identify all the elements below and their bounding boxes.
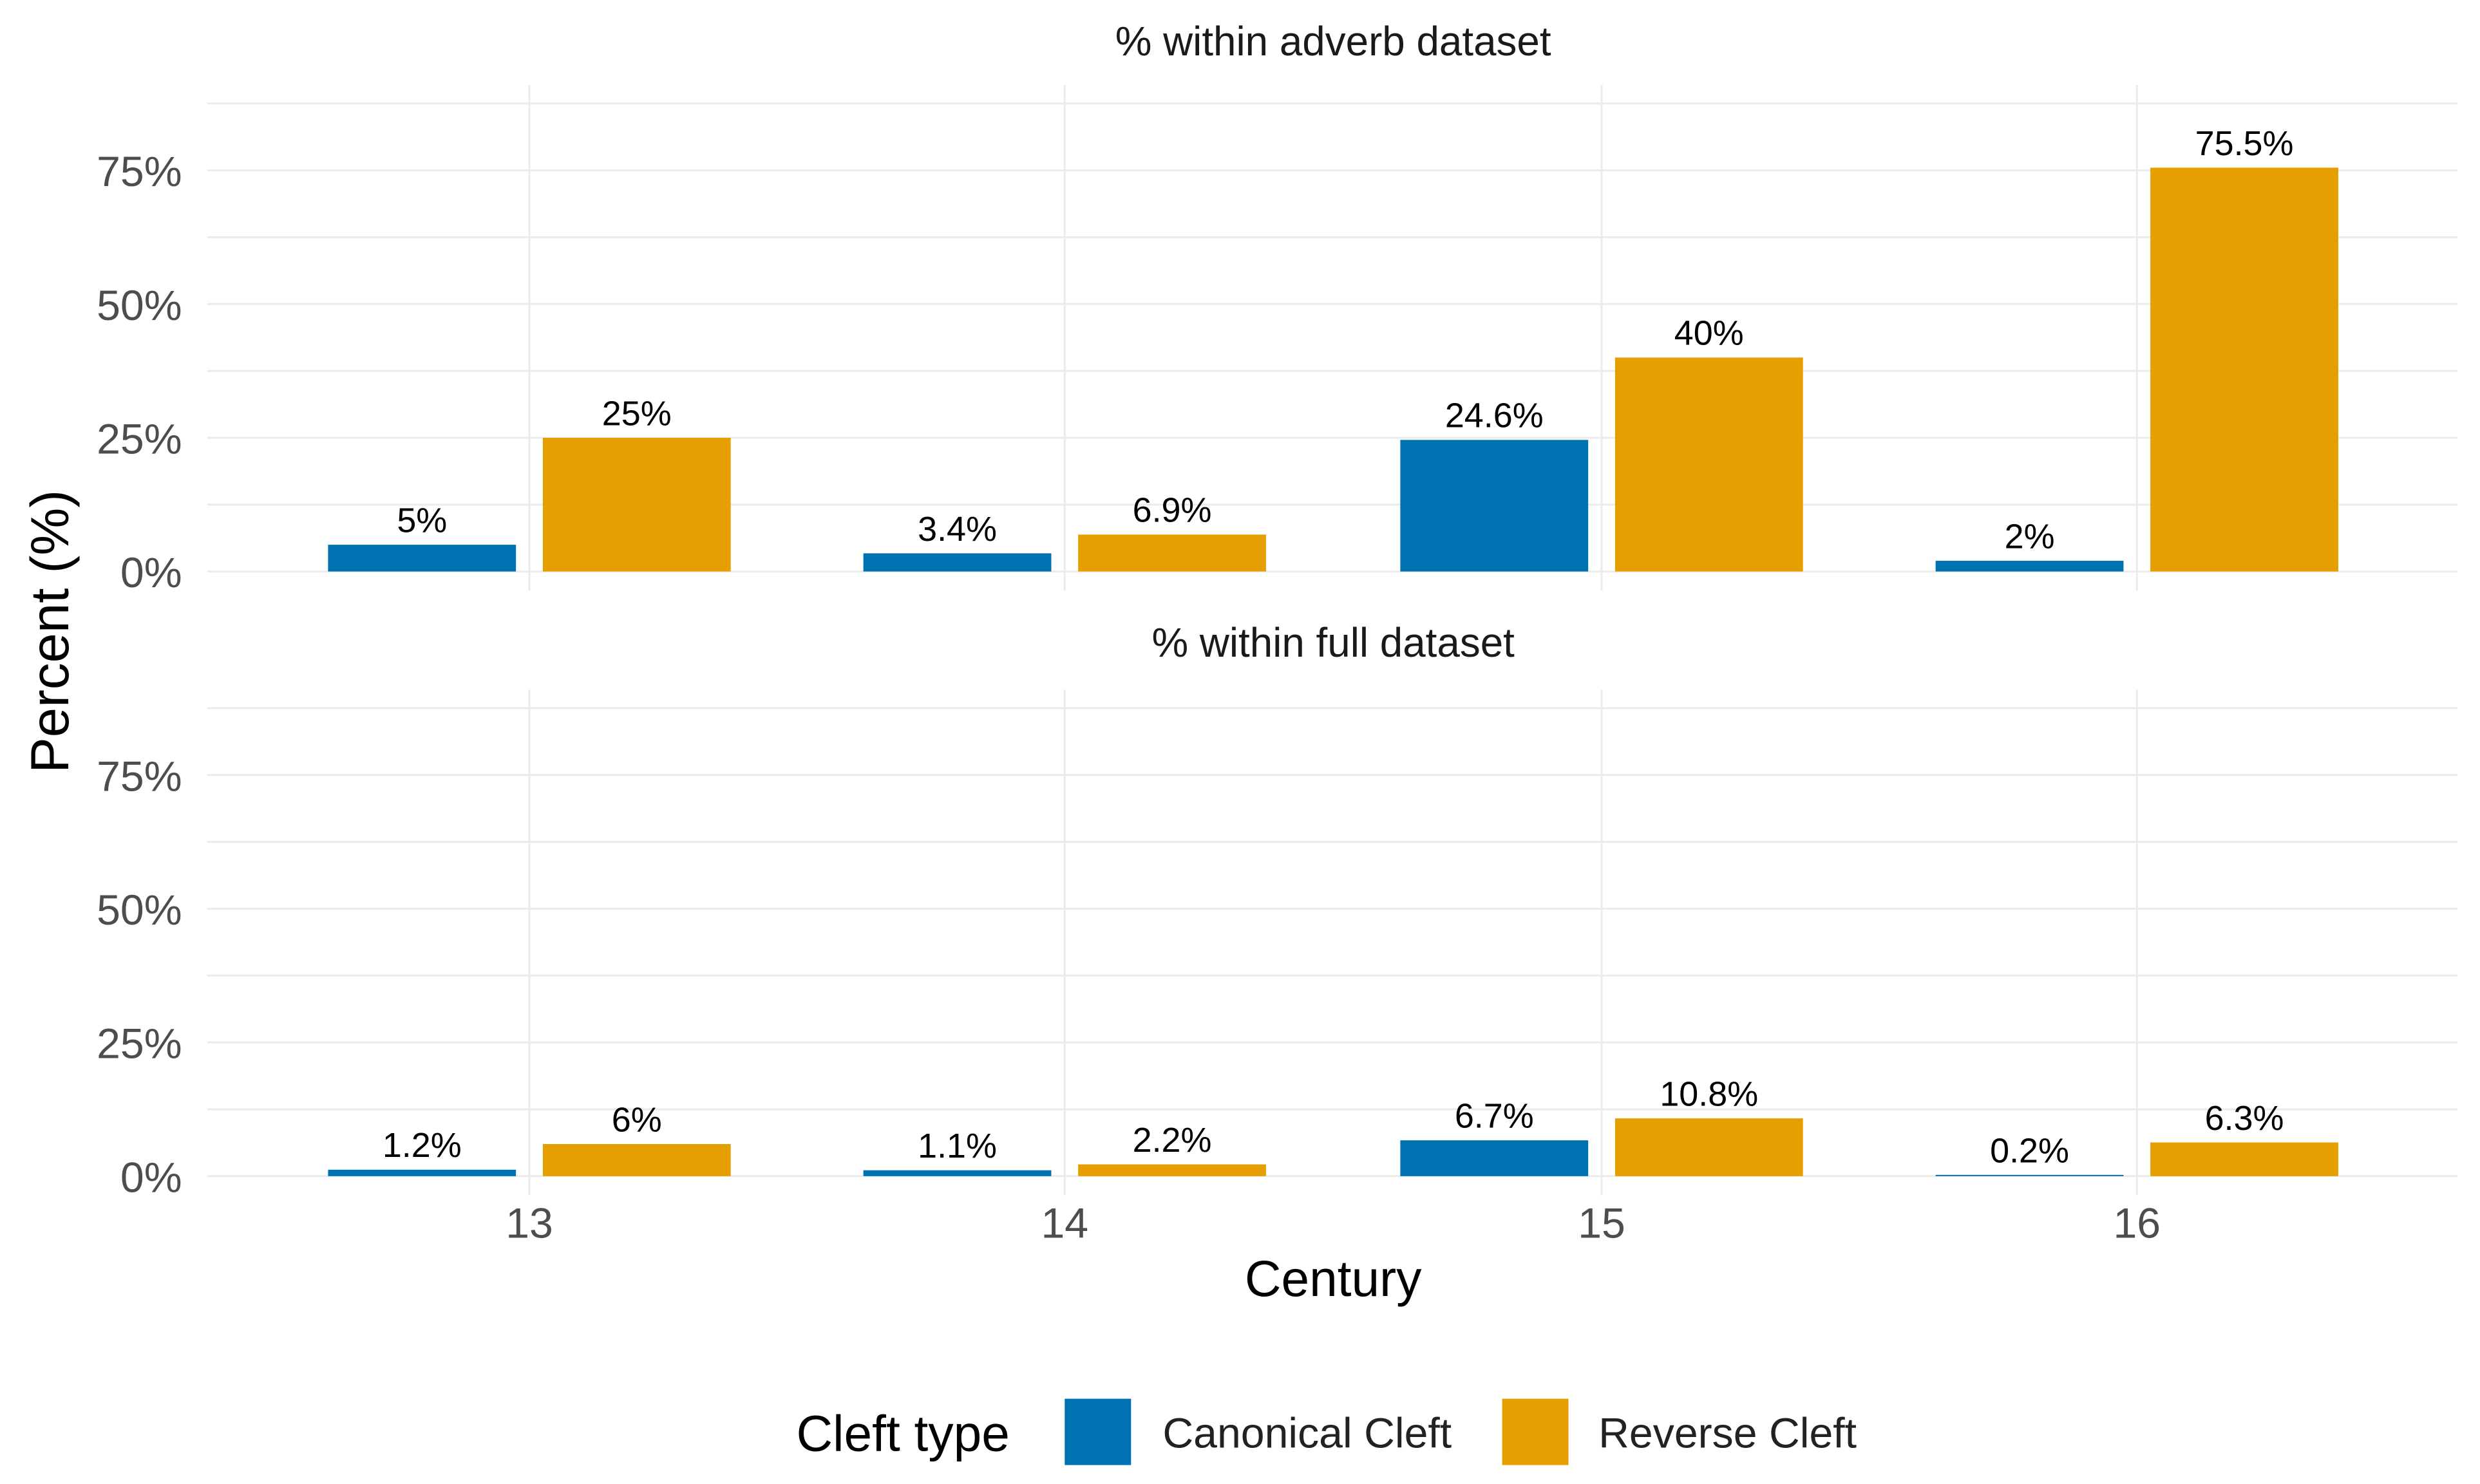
x-axis-label: Century [1245,1250,1422,1307]
bar-canonical-cleft [1935,561,2124,572]
bar-reverse-cleft [542,437,731,572]
panel-title: % within adverb dataset [1115,18,1551,64]
bar-reverse-cleft [1078,534,1266,572]
y-tick-label: 75% [97,753,182,800]
bar-value-label: 24.6% [1445,397,1544,435]
y-tick-label: 25% [97,1020,182,1068]
bar-canonical-cleft [328,545,516,572]
bar-value-label: 6% [612,1100,662,1139]
legend-swatch-reverse [1502,1398,1569,1465]
x-tick-label: 13 [506,1199,553,1247]
bar-canonical-cleft [1400,1140,1589,1176]
bar-canonical-cleft [1935,1174,2124,1176]
x-tick-label: 15 [1578,1199,1625,1247]
y-tick-label: 0% [120,549,182,597]
panel-title: % within full dataset [1151,619,1515,666]
bar-value-label: 75.5% [2195,124,2294,163]
bar-canonical-cleft [863,553,1052,572]
bar-value-label: 6.7% [1455,1097,1534,1136]
x-tick-label: 14 [1041,1199,1089,1247]
legend-swatch-canonical [1065,1398,1131,1465]
bar-value-label: 40% [1674,314,1744,353]
bar-reverse-cleft [1614,357,1803,572]
bar-reverse-cleft [2150,167,2338,572]
bar-value-label: 2.2% [1133,1121,1212,1160]
y-tick-label: 50% [97,282,182,330]
bar-reverse-cleft [1614,1118,1803,1176]
bar-value-label: 0.2% [1990,1131,2069,1170]
legend: Cleft type Canonical Cleft Reverse Cleft [796,1398,1857,1465]
legend-label-reverse: Reverse Cleft [1598,1410,1857,1458]
panel-2: 0% 25% 50% 75% % within full dataset 1.2% 1.1%… [97,619,2458,1247]
panel-1: 0% 25% 50% 75% % within adverb dataset 5% 3.4%… [97,18,2458,597]
y-tick-label: 75% [97,148,182,196]
bar-value-label: 1.2% [383,1126,462,1165]
bar-reverse-cleft [1078,1164,1266,1176]
bar-value-label: 25% [602,394,672,433]
legend-label-canonical: Canonical Cleft [1162,1410,1452,1458]
y-tick-label: 0% [120,1154,182,1201]
bar-canonical-cleft [328,1169,516,1176]
y-axis-label: Percent (%) [20,490,80,773]
bar-reverse-cleft [542,1143,731,1176]
bar-value-label: 1.1% [918,1127,997,1165]
legend-title: Cleft type [796,1405,1009,1462]
x-tick-label: 16 [2113,1199,2161,1247]
bar-canonical-cleft [1400,440,1589,572]
bar-value-label: 6.9% [1133,491,1212,530]
bar-value-label: 2% [2005,517,2055,556]
bar-value-label: 6.3% [2205,1099,2284,1138]
bar-value-label: 5% [397,502,447,540]
bar-value-label: 10.8% [1660,1075,1758,1113]
y-tick-label: 25% [97,415,182,463]
bar-canonical-cleft [863,1170,1052,1176]
bar-value-label: 3.4% [918,510,997,549]
y-tick-label: 50% [97,887,182,934]
bar-reverse-cleft [2150,1142,2338,1176]
